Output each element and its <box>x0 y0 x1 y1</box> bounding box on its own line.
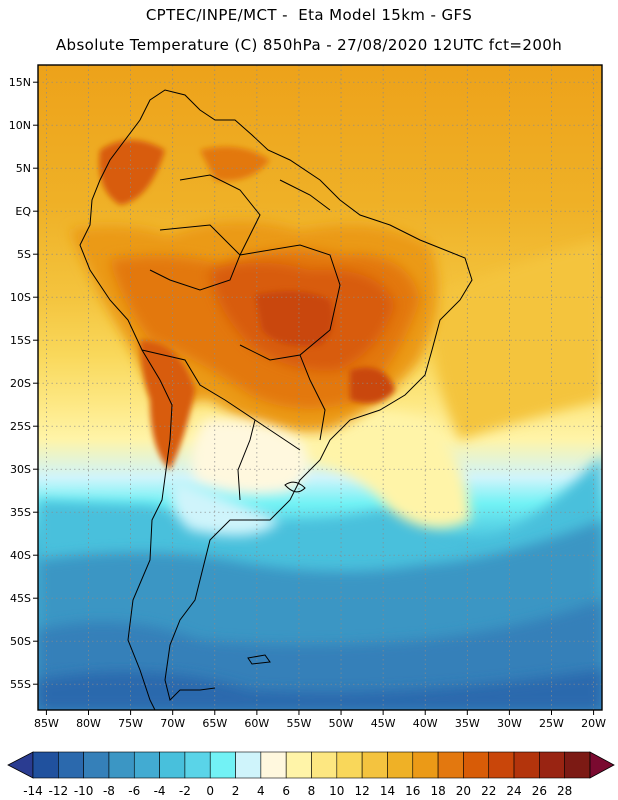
temperature-field <box>38 65 602 710</box>
lon-tick-label: 50W <box>329 717 354 730</box>
colorbar-box <box>361 751 388 779</box>
colorbar-box <box>437 751 464 779</box>
colorbar-label: 22 <box>481 784 496 798</box>
colorbar-box <box>488 751 515 779</box>
colorbar-box <box>159 751 186 779</box>
lon-tick-label: 85W <box>34 717 59 730</box>
colorbar-box <box>260 751 287 779</box>
lon-tick-label: 75W <box>118 717 143 730</box>
lat-tick-label: 20S <box>10 377 31 390</box>
lon-tick-label: 30W <box>497 717 522 730</box>
colorbar-label: 28 <box>557 784 572 798</box>
colorbar-label: 6 <box>282 784 290 798</box>
colorbar-box <box>58 751 84 779</box>
colorbar-end-left <box>7 751 34 779</box>
lon-tick-label: 70W <box>160 717 185 730</box>
lat-tick-label: 15S <box>10 334 31 347</box>
colorbar-label: 0 <box>206 784 214 798</box>
lon-tick-label: 65W <box>202 717 227 730</box>
colorbar-label: 24 <box>506 784 521 798</box>
lat-tick-label: 45S <box>10 592 31 605</box>
colorbar-box <box>235 751 262 779</box>
lat-tick-label: 5N <box>16 162 31 175</box>
lon-tick-label: 40W <box>413 717 438 730</box>
colorbar-label: 8 <box>308 784 316 798</box>
colorbar-label: -12 <box>49 784 69 798</box>
longitude-axis: 85W 80W 75W 70W 65W 60W 55W 50W 45W 40W 35W 30W 25W 2… <box>34 710 606 730</box>
lon-tick-label: 25W <box>539 717 564 730</box>
colorbar-box <box>133 751 160 779</box>
lon-tick-label: 20W <box>581 717 606 730</box>
colorbar-label: -2 <box>179 784 191 798</box>
colorbar-label: -4 <box>154 784 166 798</box>
colorbar-label: -10 <box>74 784 94 798</box>
colorbar-label: 2 <box>232 784 240 798</box>
colorbar-end-right <box>589 751 615 779</box>
colorbar-label: 14 <box>380 784 395 798</box>
lat-tick-label: 10N <box>9 119 31 132</box>
colorbar-box <box>285 751 312 779</box>
colorbar-legend: -14 -12 -10 -8 -6 -4 -2 0 2 4 6 8 10 12 14 16 18 20 22 24 26… <box>7 751 615 798</box>
title-line-2: Absolute Temperature (C) 850hPa - 27/08/… <box>55 36 563 54</box>
colorbar-box <box>108 751 135 779</box>
latitude-axis: 15N 10N 5N EQ 5S 10S 15S 20S 25S 30S 35S 40S 45S 50S 5… <box>9 76 38 691</box>
colorbar-label: 4 <box>257 784 265 798</box>
colorbar-box <box>311 751 338 779</box>
lat-tick-label: 35S <box>10 506 31 519</box>
colorbar-label: 18 <box>430 784 445 798</box>
lat-tick-label: 10S <box>10 291 31 304</box>
colorbar-label: 16 <box>405 784 420 798</box>
coastline-borders <box>79 89 473 710</box>
colorbar-box <box>32 751 59 779</box>
colorbar-box <box>336 751 363 779</box>
colorbar-label: -6 <box>128 784 140 798</box>
lon-tick-label: 60W <box>244 717 269 730</box>
colorbar-label: -14 <box>23 784 43 798</box>
colorbar-box <box>564 751 591 779</box>
colorbar-label: -8 <box>103 784 115 798</box>
colorbar-box <box>463 751 490 779</box>
lat-tick-label: EQ <box>15 205 31 218</box>
colorbar-box <box>209 751 236 779</box>
colorbar-box <box>387 751 414 779</box>
lon-tick-label: 80W <box>76 717 101 730</box>
lat-tick-label: 25S <box>10 420 31 433</box>
colorbar-box <box>539 751 565 779</box>
map-frame <box>37 64 603 711</box>
colorbar-box <box>513 751 540 779</box>
title-line-1: CPTEC/INPE/MCT - Eta Model 15km - GFS <box>145 6 473 24</box>
colorbar-label: 12 <box>354 784 369 798</box>
colorbar-label: 10 <box>329 784 344 798</box>
lat-tick-label: 5S <box>17 248 31 261</box>
lat-tick-label: 30S <box>10 463 31 476</box>
lon-tick-label: 55W <box>287 717 312 730</box>
lon-tick-label: 35W <box>455 717 480 730</box>
colorbar-box <box>83 751 110 779</box>
colorbar-box <box>412 751 439 779</box>
lat-tick-label: 40S <box>10 549 31 562</box>
colorbar-label: 20 <box>456 784 471 798</box>
lon-tick-label: 45W <box>371 717 396 730</box>
lat-tick-label: 55S <box>10 678 31 691</box>
lat-tick-label: 50S <box>10 635 31 648</box>
lat-tick-label: 15N <box>9 76 31 89</box>
colorbar-box <box>184 751 211 779</box>
colorbar-label: 26 <box>532 784 547 798</box>
